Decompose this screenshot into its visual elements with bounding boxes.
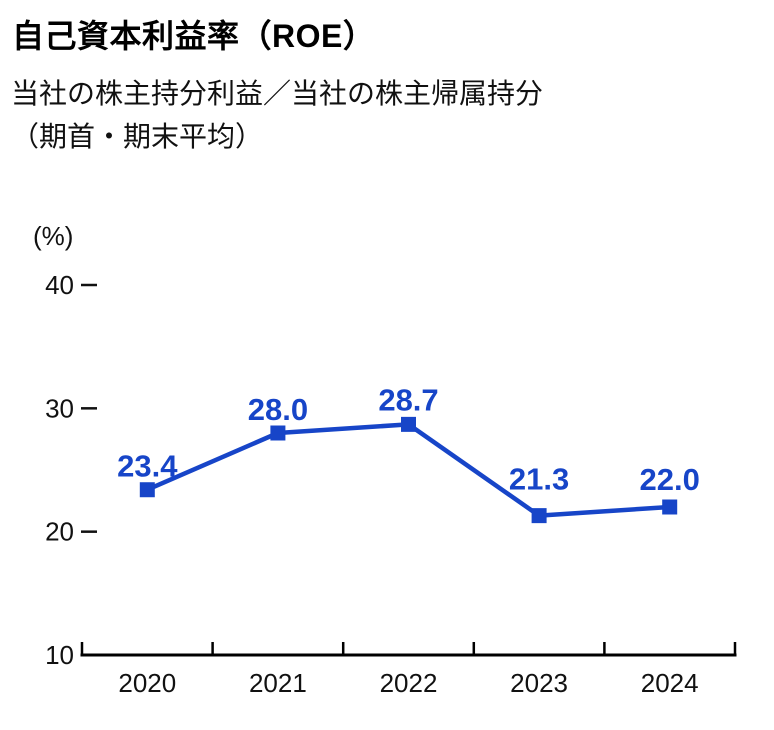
x-axis-category-label: 2020 xyxy=(118,668,176,698)
y-axis-tick-label: 30 xyxy=(45,393,74,423)
chart-subtitle-line2: （期首・期末平均） xyxy=(11,121,264,152)
roe-line xyxy=(145,422,672,518)
chart-title: 自己資本利益率（ROE） xyxy=(12,18,376,54)
y-axis-tick-label: 10 xyxy=(45,640,74,670)
chart-subtitle-line1: 当社の株主持分利益／当社の株主帰属持分 xyxy=(11,78,544,109)
y-axis-tick-label: 20 xyxy=(45,517,74,547)
data-point-marker xyxy=(139,482,155,498)
chart-subtitle: 当社の株主持分利益／当社の株主帰属持分 （期首・期末平均） xyxy=(11,72,543,158)
x-axis-category-label: 2023 xyxy=(510,668,568,698)
data-point-marker xyxy=(270,425,286,441)
x-axis-category-label: 2024 xyxy=(641,668,699,698)
y-axis-tick-label: 40 xyxy=(45,270,74,300)
data-point-value-label: 22.0 xyxy=(640,462,700,497)
data-point-marker xyxy=(531,508,547,524)
data-point-marker xyxy=(662,499,678,515)
data-point-value-label: 23.4 xyxy=(117,449,178,484)
data-point-value-label: 28.0 xyxy=(248,392,308,427)
x-axis-category-label: 2022 xyxy=(380,668,438,698)
y-axis-unit-label: (%) xyxy=(33,221,73,251)
roe-line-chart: (%) 10 20 30 40 2020 2021 2022 2023 2024 23.4 28.0 2… xyxy=(33,221,737,698)
x-axis-category-label: 2021 xyxy=(249,668,307,698)
data-point-marker xyxy=(401,416,416,432)
data-point-value-label: 28.7 xyxy=(378,382,438,417)
data-point-value-label: 21.3 xyxy=(509,462,569,497)
